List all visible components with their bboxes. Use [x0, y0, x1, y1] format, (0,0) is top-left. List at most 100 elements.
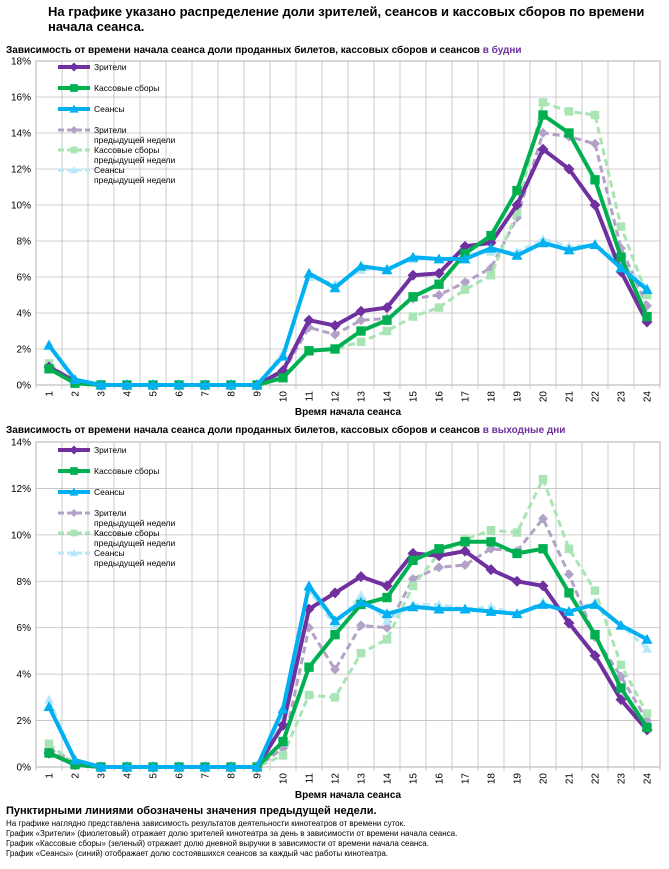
data-point [70, 760, 80, 770]
data-point [330, 344, 340, 354]
x-tick-label: 13 [357, 773, 368, 785]
x-tick-label: 1 [45, 391, 56, 397]
footer-line-1: На графике наглядно представлена зависим… [6, 819, 406, 828]
footer-line-4: График «Сеансы» (синий) отображает долю … [6, 849, 389, 858]
legend-label-6: Сеансы предыдущей недели [94, 165, 175, 185]
x-tick-label: 22 [591, 391, 602, 403]
x-tick-label: 12 [331, 391, 342, 403]
page-title: На графике указано распределение доли зр… [48, 4, 645, 34]
data-point [330, 630, 340, 640]
data-point [121, 761, 133, 772]
y-tick-label: 6% [17, 623, 32, 634]
series-line [47, 583, 648, 769]
x-tick-label: 17 [461, 773, 472, 785]
x-tick-label: 4 [123, 391, 134, 397]
data-point [459, 253, 471, 264]
data-point [616, 671, 626, 682]
legend-label-4: Зрители предыдущей недели [94, 125, 175, 145]
x-tick-label: 15 [409, 773, 420, 785]
data-point [485, 564, 497, 576]
data-point [486, 543, 496, 554]
data-point [407, 269, 419, 281]
data-point [121, 379, 133, 390]
legend: Зрители Кассовые сборы Сеансы Зрители предыд… [58, 62, 175, 185]
legend-label-2: Кассовые сборы [94, 83, 159, 93]
x-tick-label: 20 [539, 391, 550, 403]
data-point [538, 128, 548, 138]
x-tick-label: 10 [279, 773, 290, 785]
data-point [199, 379, 211, 390]
data-point [356, 337, 366, 347]
data-point [382, 622, 392, 633]
data-point [356, 649, 366, 658]
x-tick-label: 4 [123, 773, 134, 779]
data-point [538, 474, 548, 484]
y-tick-label: 6% [17, 273, 32, 284]
x-tick-label: 18 [487, 391, 498, 403]
data-point [511, 608, 523, 619]
data-point [486, 270, 496, 280]
data-point [303, 580, 315, 591]
data-point [43, 339, 55, 350]
y-tick-label: 0% [17, 763, 32, 774]
x-tick-label: 24 [643, 773, 654, 785]
x-tick-label: 19 [513, 391, 524, 403]
data-point [356, 590, 366, 600]
data-point [408, 312, 418, 321]
x-tick-label: 13 [357, 391, 368, 403]
legend-marker-4 [70, 126, 78, 134]
data-point [356, 315, 366, 326]
data-point [433, 603, 445, 614]
data-point [641, 633, 653, 644]
data-point [329, 282, 341, 293]
data-point [589, 650, 601, 662]
data-point [69, 754, 81, 765]
y-tick-label: 0% [17, 381, 32, 392]
x-tick-label: 15 [409, 391, 420, 403]
series-line [48, 477, 649, 769]
data-point [485, 242, 497, 253]
footer-line-3: График «Кассовые сборы» (зеленый) отража… [6, 839, 429, 848]
x-tick-label: 9 [253, 391, 264, 397]
data-point [304, 346, 314, 356]
y-tick-label: 8% [17, 577, 32, 588]
x-tick-label: 22 [591, 773, 602, 785]
weekend-chart-title-accent: в выходные дни [482, 425, 566, 436]
weekday-chart-title-accent: в будни [482, 45, 522, 56]
legend-label-1: Зрители [94, 445, 127, 455]
x-tick-label: 17 [461, 391, 472, 403]
data-point [355, 571, 367, 583]
data-point [512, 185, 522, 196]
legend-label-3: Сеансы [94, 487, 125, 497]
data-point [408, 581, 418, 591]
series-3 [43, 580, 653, 772]
data-point [590, 630, 600, 640]
data-point [590, 138, 600, 149]
data-point [460, 560, 470, 571]
x-tick-label: 3 [97, 391, 108, 397]
data-point [225, 379, 237, 390]
data-point [303, 603, 315, 615]
data-point [434, 279, 444, 289]
y-tick-label: 8% [17, 237, 32, 248]
y-tick-label: 14% [11, 129, 31, 140]
data-point [616, 252, 626, 262]
legend-label-5: Кассовые сборы предыдущей недели [94, 528, 175, 548]
data-point [356, 620, 366, 631]
y-tick-label: 10% [11, 201, 31, 212]
legend-label-4: Зрители предыдущей недели [94, 508, 175, 528]
data-point [538, 98, 548, 107]
data-point [590, 110, 600, 120]
data-point [278, 751, 288, 760]
data-point [512, 548, 522, 559]
data-point [564, 569, 574, 580]
x-tick-label: 5 [149, 391, 160, 397]
data-point [460, 285, 470, 294]
data-point [173, 379, 185, 390]
data-point [304, 690, 314, 700]
legend-marker-5 [70, 529, 78, 537]
data-point [564, 107, 574, 116]
data-point [43, 701, 55, 712]
x-tick-label: 5 [149, 773, 160, 779]
data-point [278, 736, 288, 747]
